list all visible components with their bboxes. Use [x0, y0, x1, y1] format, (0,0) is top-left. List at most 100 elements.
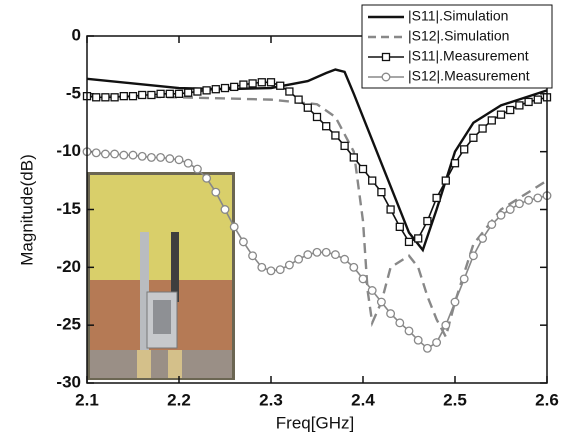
marker	[220, 83, 230, 93]
marker	[119, 150, 129, 160]
marker	[220, 205, 230, 214]
marker	[211, 187, 221, 197]
y-tick-label: -30	[56, 372, 81, 391]
marker	[156, 89, 165, 98]
x-tick-label: 2.4	[351, 390, 375, 409]
marker	[496, 210, 506, 220]
x-axis-label: Freq[GHz]	[276, 413, 354, 432]
marker	[137, 151, 147, 161]
y-tick-label: -20	[56, 257, 81, 276]
marker	[100, 149, 110, 159]
marker	[459, 274, 469, 284]
marker	[450, 159, 460, 168]
marker	[119, 91, 128, 101]
marker	[165, 154, 175, 164]
marker	[321, 247, 331, 257]
marker	[192, 164, 202, 174]
marker	[514, 199, 524, 209]
marker	[349, 262, 359, 272]
marker	[506, 105, 515, 115]
marker	[533, 95, 542, 104]
marker	[496, 110, 506, 119]
marker	[275, 265, 285, 275]
marker	[230, 82, 239, 92]
marker	[377, 187, 386, 197]
marker	[404, 237, 414, 247]
marker	[349, 153, 358, 162]
marker	[202, 86, 211, 95]
marker	[138, 90, 147, 100]
legend-label: |S11|.Measurement	[408, 48, 529, 64]
marker	[165, 89, 174, 98]
marker	[533, 193, 543, 203]
marker	[368, 176, 377, 185]
marker	[340, 254, 350, 264]
marker	[239, 80, 248, 89]
marker	[478, 233, 488, 243]
marker	[422, 343, 432, 353]
marker	[432, 338, 442, 347]
marker	[193, 87, 202, 96]
marker	[331, 131, 340, 140]
legend-box	[361, 4, 553, 89]
marker	[238, 237, 248, 247]
marker	[276, 81, 285, 90]
marker	[367, 286, 377, 295]
marker	[312, 112, 322, 122]
marker	[257, 78, 266, 87]
marker	[156, 152, 166, 162]
marker	[229, 222, 239, 232]
legend-label: |S11|.Simulation	[408, 8, 508, 24]
marker	[487, 116, 496, 125]
y-tick-label: -10	[56, 141, 81, 160]
x-tick-label: 2.1	[75, 390, 99, 409]
marker	[174, 155, 184, 165]
marker	[441, 176, 450, 185]
legend-marker	[381, 72, 391, 82]
marker	[450, 297, 460, 307]
marker	[395, 318, 405, 328]
marker	[505, 205, 515, 214]
y-tick-label: -25	[56, 315, 81, 334]
marker	[303, 250, 313, 260]
marker	[101, 93, 110, 102]
plot-frame	[86, 35, 548, 384]
x-tick-label: 2.5	[443, 390, 467, 409]
marker	[303, 103, 312, 112]
marker	[468, 251, 478, 261]
marker	[414, 234, 423, 243]
marker	[386, 309, 396, 319]
marker	[469, 133, 478, 142]
marker	[128, 150, 138, 160]
y-axis-label: Magnitude(dB)	[17, 154, 36, 266]
y-tick-label: -5	[66, 83, 81, 102]
marker	[266, 266, 276, 276]
marker	[460, 145, 469, 154]
marker	[524, 195, 534, 205]
marker	[248, 79, 257, 88]
marker	[110, 93, 119, 102]
marker	[515, 101, 524, 110]
marker	[248, 251, 258, 261]
marker	[257, 262, 267, 272]
marker	[441, 320, 451, 330]
marker	[478, 124, 487, 133]
marker	[183, 158, 193, 168]
y-tick-label: -15	[56, 199, 81, 218]
marker	[284, 260, 294, 270]
x-tick-label: 2.3	[259, 390, 283, 409]
marker	[110, 149, 120, 159]
marker	[395, 222, 404, 232]
marker	[266, 78, 276, 87]
marker	[423, 216, 432, 226]
marker	[312, 247, 322, 257]
marker	[146, 152, 156, 162]
marker	[330, 250, 340, 260]
marker	[184, 88, 193, 97]
marker	[202, 173, 212, 183]
marker	[340, 141, 349, 151]
marker	[147, 90, 156, 100]
marker	[92, 93, 101, 102]
marker	[294, 254, 304, 264]
marker	[376, 297, 386, 307]
